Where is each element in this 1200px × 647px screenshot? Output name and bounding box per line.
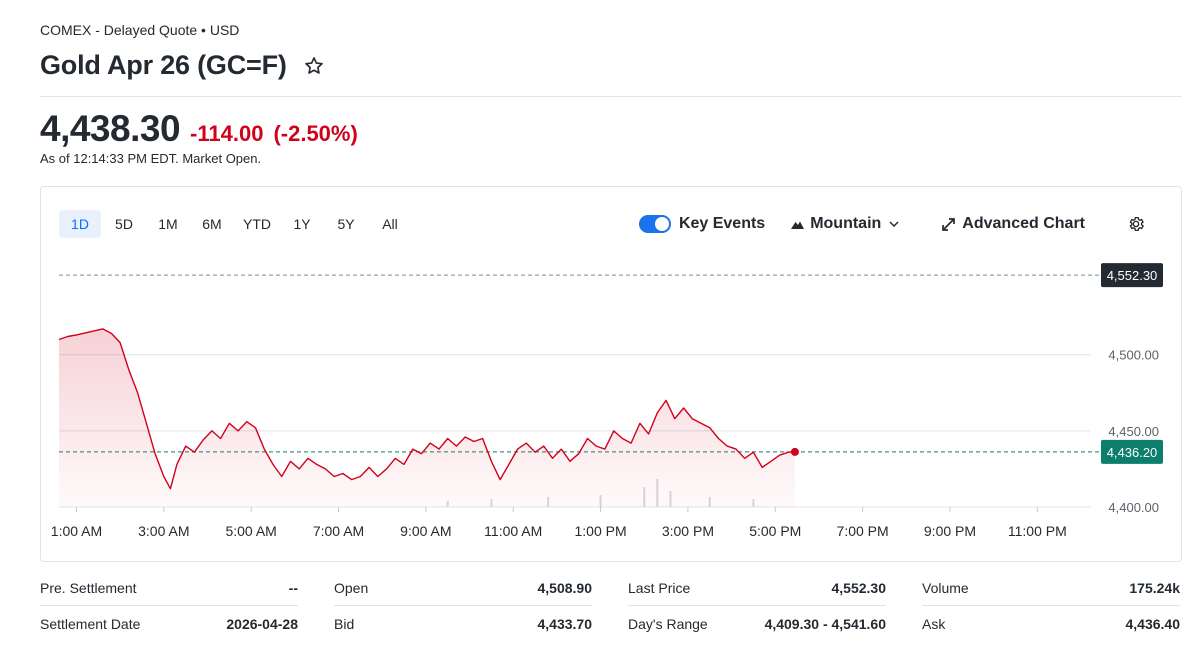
range-1m[interactable]: 1M xyxy=(158,216,178,232)
x-tick-label: 3:00 PM xyxy=(662,523,714,539)
price-chart[interactable]: 4,400.00 4,450.00 4,500.00 1:00 AM 3:00 AM 5:… xyxy=(41,187,1183,563)
chart-type-dropdown[interactable]: Mountain xyxy=(791,215,899,233)
exchange-info: COMEX - Delayed Quote • USD xyxy=(40,22,240,38)
stat-label: Settlement Date xyxy=(40,616,141,632)
x-tick-label: 3:00 AM xyxy=(138,523,189,539)
page-title: Gold Apr 26 (GC=F) xyxy=(40,50,287,80)
y-tick-label: 4,450.00 xyxy=(1108,424,1159,439)
stat-days-range: Day's Range 4,409.30 - 4,541.60 xyxy=(628,606,886,642)
stat-label: Pre. Settlement xyxy=(40,579,137,596)
x-tick-label: 7:00 AM xyxy=(313,523,364,539)
range-all[interactable]: All xyxy=(382,216,398,232)
last-price-label: 4,436.20 xyxy=(1107,445,1158,460)
stat-ask: Ask 4,436.40 xyxy=(922,606,1180,642)
range-selector: 1D 5D 1M 6M YTD 1Y 5Y All xyxy=(59,210,413,238)
key-events-label[interactable]: Key Events xyxy=(678,215,766,232)
last-price-badge xyxy=(1101,439,1163,464)
x-tick-label: 9:00 PM xyxy=(924,523,976,539)
market-time: As of 12:14:33 PM EDT. Market Open. xyxy=(40,151,262,166)
price-line xyxy=(58,328,795,490)
y-tick-label: 4,500.00 xyxy=(1108,348,1159,363)
stat-value: -- xyxy=(288,579,298,596)
stat-value: 4,409.30 - 4,541.60 xyxy=(764,616,886,632)
chart-toolbar: Key Events Mountain Advanced Chart xyxy=(638,210,1181,238)
range-5d[interactable]: 5D xyxy=(115,216,133,232)
x-tick-label: 9:00 AM xyxy=(400,523,451,539)
stat-settlement-date: Settlement Date 2026-04-28 xyxy=(40,606,298,642)
advanced-chart-label: Advanced Chart xyxy=(962,215,1085,232)
price-area xyxy=(59,328,795,507)
stat-value: 175.24k xyxy=(1129,579,1180,596)
header-divider xyxy=(40,96,1182,97)
x-tick-label: 7:00 PM xyxy=(837,523,889,539)
stat-label: Day's Range xyxy=(628,616,708,632)
previous-close-badge xyxy=(1101,263,1163,288)
advanced-chart-button[interactable]: Advanced Chart xyxy=(941,215,1085,233)
x-tick-label: 1:00 PM xyxy=(575,523,627,539)
expand-icon xyxy=(942,217,956,231)
previous-close-label: 4,552.30 xyxy=(1107,268,1158,283)
stat-volume: Volume 175.24k xyxy=(922,570,1180,606)
x-tick-label: 1:00 AM xyxy=(51,523,102,539)
x-tick-label: 5:00 PM xyxy=(749,523,801,539)
star-outline-icon[interactable] xyxy=(303,55,325,77)
x-tick-label: 11:00 AM xyxy=(484,523,542,539)
price-change: -114.00 xyxy=(190,121,264,146)
chart-type-label: Mountain xyxy=(810,215,882,232)
stat-bid: Bid 4,433.70 xyxy=(334,606,592,642)
title-row: Gold Apr 26 (GC=F) xyxy=(40,50,325,81)
stat-label: Bid xyxy=(334,616,355,632)
stat-value: 4,433.70 xyxy=(537,616,593,632)
stats-row: Settlement Date 2026-04-28 Bid 4,433.70 Da… xyxy=(40,606,1182,642)
last-price: 4,438.30 xyxy=(40,108,181,149)
stat-label: Open xyxy=(334,579,369,596)
toggle-knob xyxy=(654,217,669,231)
y-tick-label: 4,400.00 xyxy=(1108,500,1159,515)
chart-card: 4,400.00 4,450.00 4,500.00 1:00 AM 3:00 AM 5:… xyxy=(40,186,1182,562)
chevron-down-icon xyxy=(889,221,899,227)
last-price-marker xyxy=(790,447,799,456)
stat-label: Volume xyxy=(922,579,969,596)
stat-last-price: Last Price 4,552.30 xyxy=(628,570,886,606)
stat-value: 2026-04-28 xyxy=(226,616,298,632)
stat-label: Last Price xyxy=(628,579,691,596)
x-tick-label: 5:00 AM xyxy=(225,523,276,539)
mountain-icon xyxy=(791,221,805,229)
quote-statistics: Pre. Settlement -- Open 4,508.90 Last Pric… xyxy=(40,570,1182,642)
range-5y[interactable]: 5Y xyxy=(337,216,355,232)
range-6m[interactable]: 6M xyxy=(202,216,222,232)
stat-open: Open 4,508.90 xyxy=(334,570,592,606)
gear-icon[interactable] xyxy=(1127,215,1145,233)
price-change-percent: (-2.50%) xyxy=(273,121,358,146)
stats-row: Pre. Settlement -- Open 4,508.90 Last Pric… xyxy=(40,570,1182,606)
stat-value: 4,436.40 xyxy=(1125,616,1181,632)
range-ytd[interactable]: YTD xyxy=(243,216,271,232)
key-events-toggle[interactable] xyxy=(638,215,671,233)
range-1y[interactable]: 1Y xyxy=(293,216,311,232)
stat-value: 4,552.30 xyxy=(831,579,887,596)
range-1d[interactable]: 1D xyxy=(59,210,101,238)
stat-label: Ask xyxy=(922,616,946,632)
x-tick-label: 11:00 PM xyxy=(1008,523,1067,539)
price-row: 4,438.30 -114.00 (-2.50%) xyxy=(40,108,358,150)
stat-value: 4,508.90 xyxy=(537,579,593,596)
stat-pre-settlement: Pre. Settlement -- xyxy=(40,570,298,606)
